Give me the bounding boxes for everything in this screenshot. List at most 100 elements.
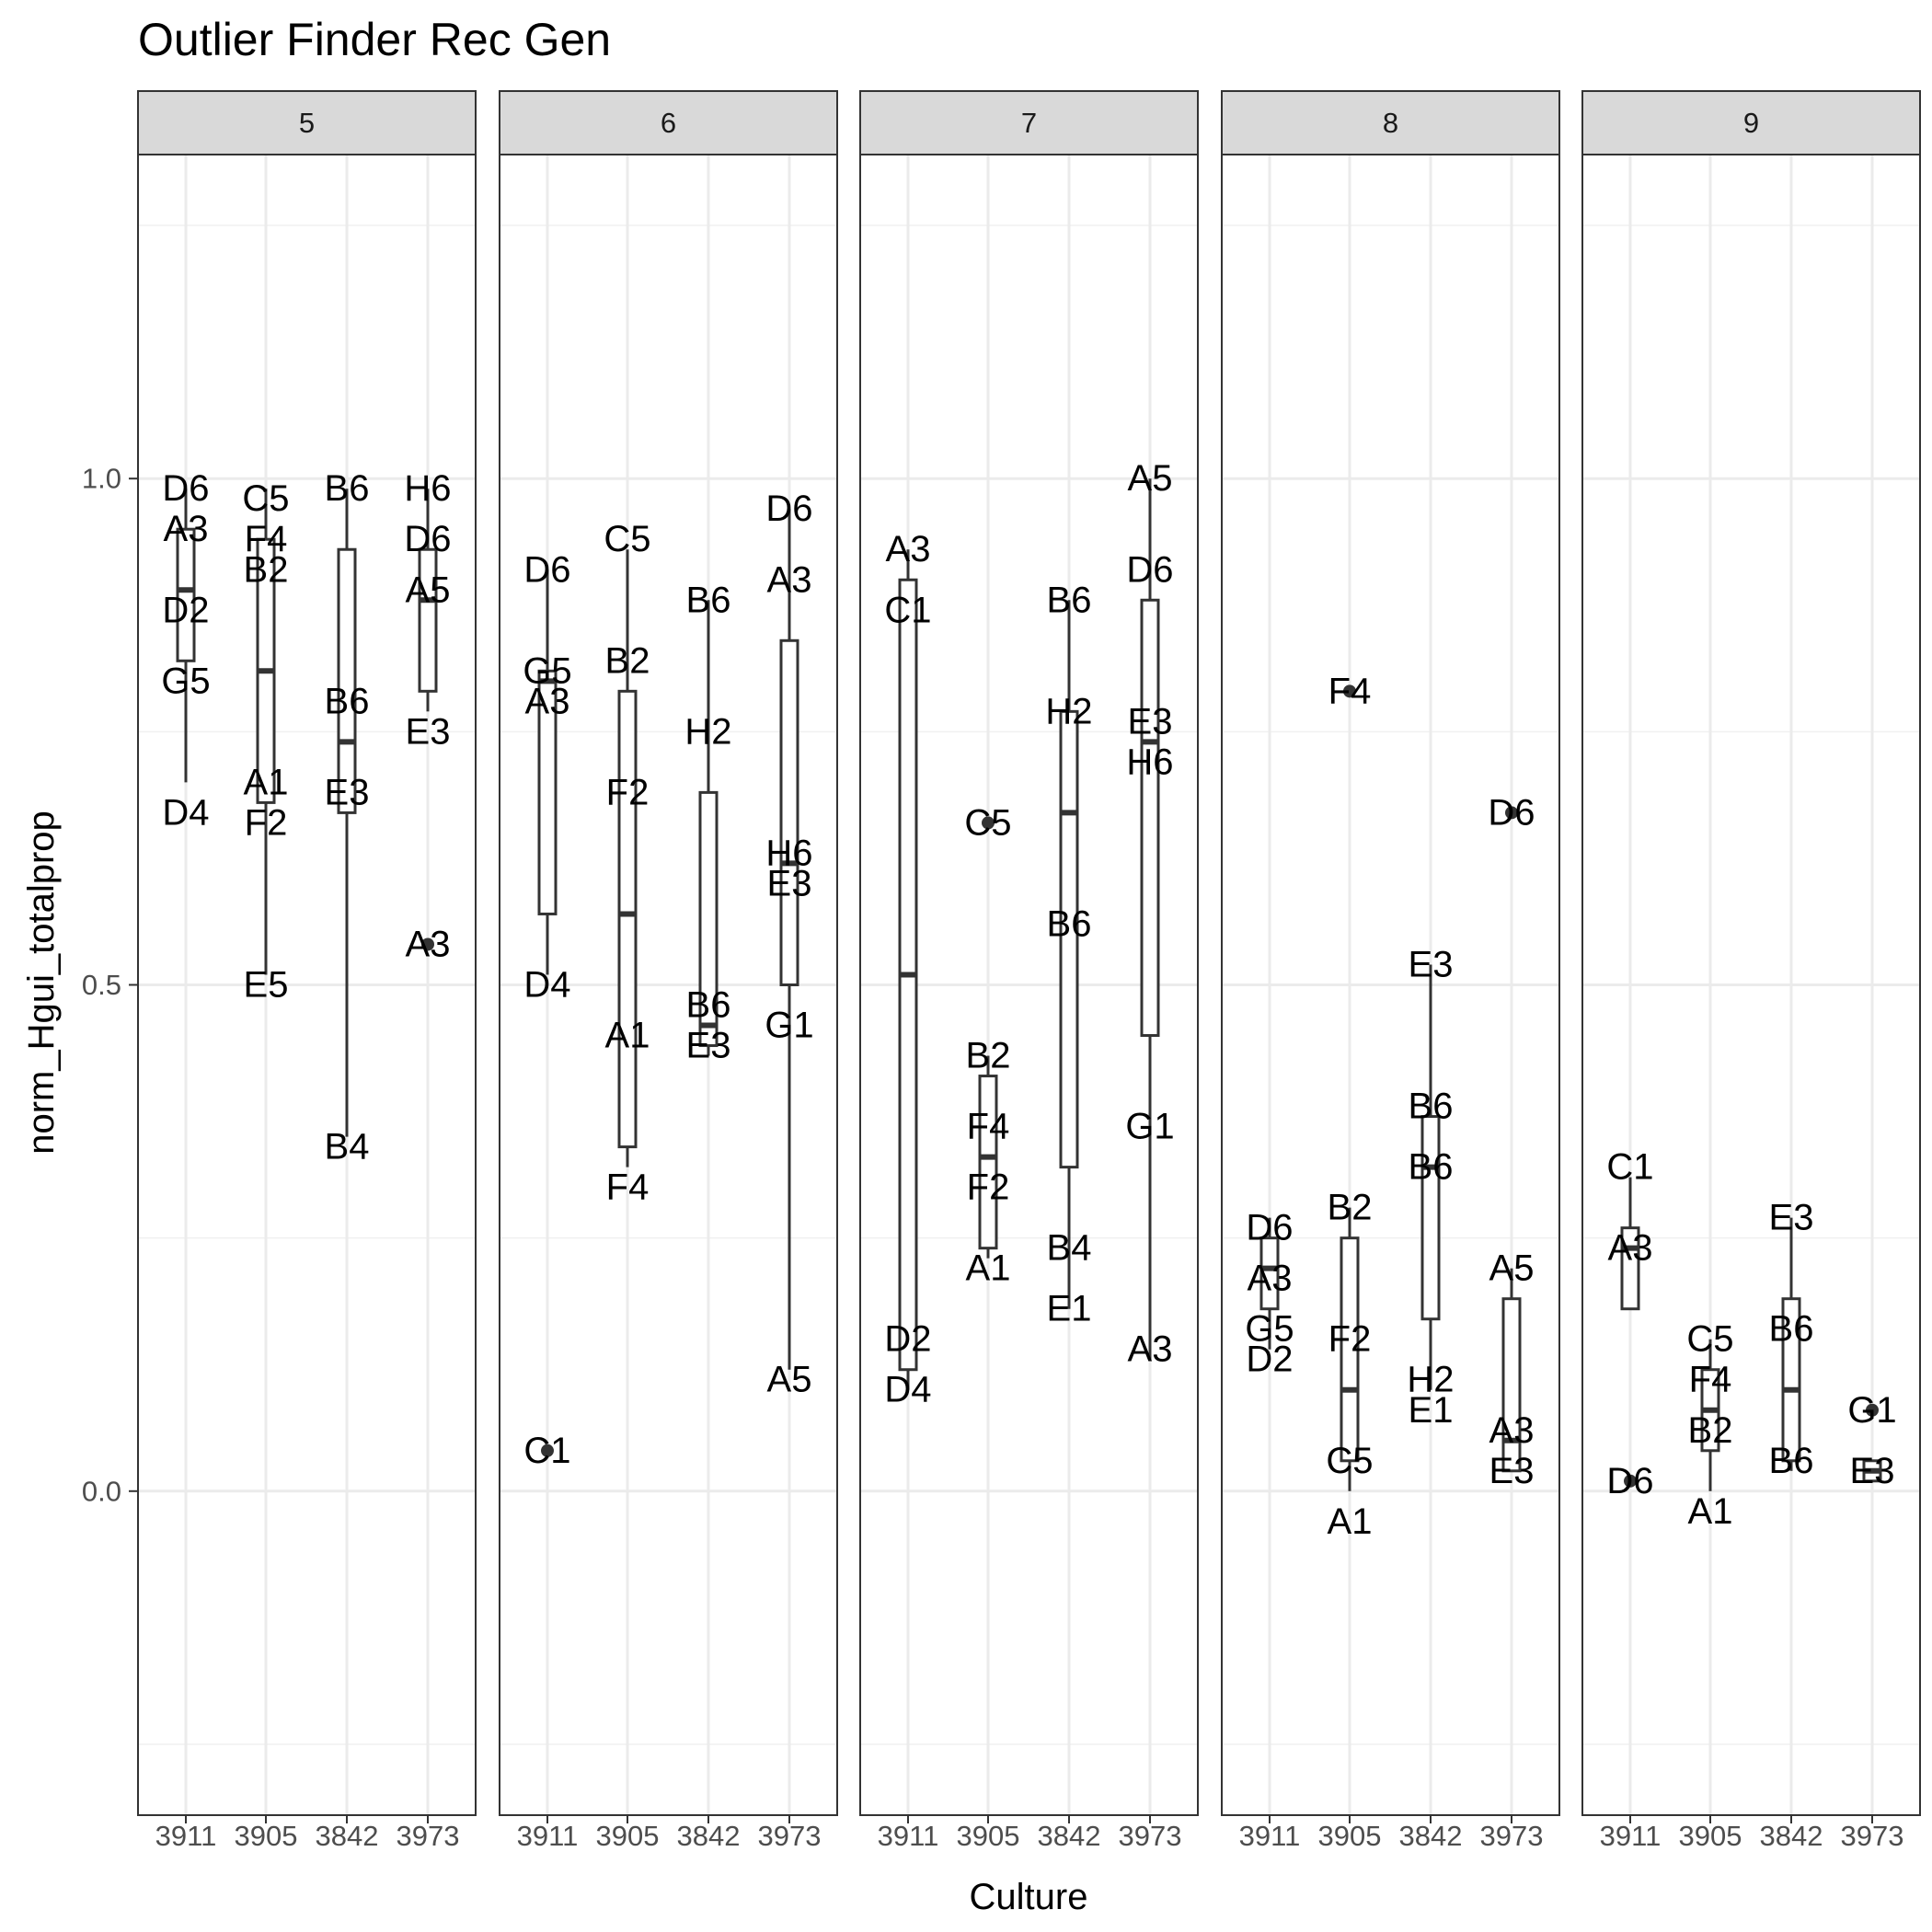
point-label: F2: [967, 1167, 1010, 1208]
point-label: B2: [605, 640, 650, 681]
point-label: D6: [162, 468, 209, 509]
point-label: E3: [406, 711, 451, 752]
x-tick-label: 3905: [1318, 1820, 1382, 1852]
boxplot-6-3842: [698, 600, 719, 1056]
point-label: G1: [765, 1006, 813, 1046]
point-label: H2: [684, 711, 731, 752]
chart-title: Outlier Finder Rec Gen: [138, 14, 611, 65]
boxplot-7-3911: [898, 549, 918, 1390]
x-axis-title: Culture: [970, 1877, 1088, 1917]
point-label: H2: [1407, 1360, 1454, 1400]
point-label: A5: [767, 1360, 812, 1400]
point-label: E3: [1850, 1451, 1895, 1491]
facet-strip: [499, 90, 838, 155]
point-label: C1: [884, 590, 931, 630]
x-tick-label: 3842: [677, 1820, 741, 1852]
point-label: A3: [1608, 1228, 1653, 1269]
point-label: H6: [765, 833, 812, 873]
point-label: A3: [406, 924, 451, 964]
y-tick-label: 0.5: [82, 969, 121, 1001]
point-label: A1: [244, 762, 289, 802]
y-tick-label: 1.0: [82, 463, 121, 495]
box: [1501, 1297, 1522, 1473]
point-label: B6: [1047, 903, 1092, 944]
boxplot-8-3973: [1501, 806, 1522, 1473]
point-label: C5: [242, 478, 289, 519]
point-label: H6: [404, 468, 451, 509]
point-label: A3: [767, 559, 812, 600]
point-label: F2: [606, 772, 650, 812]
point-label: B6: [686, 985, 731, 1026]
point-label: B6: [1769, 1441, 1814, 1481]
x-tick-label: 3842: [316, 1820, 379, 1852]
point-label: F4: [245, 519, 288, 559]
point-label: G1: [1125, 1107, 1174, 1147]
point-label: E1: [1047, 1289, 1092, 1329]
x-tick-label: 3973: [1119, 1820, 1182, 1852]
point-label: D6: [523, 549, 570, 590]
point-label: A3: [886, 529, 931, 569]
point-label: F2: [245, 802, 288, 843]
point-label: B4: [325, 1127, 370, 1167]
box: [1340, 1236, 1360, 1463]
x-tick-label: 3905: [235, 1820, 298, 1852]
point-label: A3: [164, 509, 209, 549]
point-label: E1: [1409, 1390, 1454, 1431]
point-label: D4: [884, 1370, 931, 1410]
box: [779, 638, 799, 986]
point-label: A3: [1489, 1410, 1535, 1451]
x-tick-label: 3973: [397, 1820, 460, 1852]
x-tick-label: 3973: [758, 1820, 822, 1852]
point-label: D6: [1246, 1208, 1293, 1248]
box: [1259, 1236, 1280, 1311]
x-tick-label: 3911: [155, 1820, 217, 1852]
box: [176, 527, 196, 662]
boxplot-5-3911: [176, 489, 196, 783]
facet-strip: [859, 90, 1199, 155]
x-tick-label: 3905: [957, 1820, 1020, 1852]
box: [617, 689, 638, 1149]
boxplot-9-3911: [1620, 1177, 1640, 1488]
boxplot-5-3842: [337, 489, 357, 1137]
facet-strip-label: 6: [661, 107, 676, 139]
outlier-point: [982, 816, 995, 830]
boxplot-7-3842: [1059, 600, 1079, 1309]
boxplot-8-3905: [1340, 684, 1360, 1491]
point-label: A3: [525, 681, 570, 721]
point-label: E3: [325, 772, 370, 812]
y-axis: 0.0 0.5 1.0: [82, 463, 138, 1507]
box: [698, 790, 719, 1048]
facet-panels: D6A3D2G5D4C5F4B2A1F2E5B6B6E3B4H6D6A5E3A3…: [137, 90, 1921, 1852]
point-label: E3: [767, 863, 812, 903]
point-label: H2: [1045, 691, 1092, 731]
facet-strip-label: 9: [1743, 107, 1759, 139]
point-label: G5: [523, 650, 571, 691]
point-label: A1: [1688, 1491, 1733, 1532]
x-tick-label: 3842: [1760, 1820, 1823, 1852]
boxplot-7-3905: [978, 816, 998, 1259]
point-label: D2: [162, 590, 209, 630]
facet-strip: [1221, 90, 1560, 155]
point-label: E5: [244, 965, 289, 1006]
point-label: B6: [325, 681, 370, 721]
point-label: D4: [162, 792, 209, 833]
x-tick-label: 3842: [1399, 1820, 1463, 1852]
point-label: E3: [686, 1026, 731, 1066]
point-label: B6: [1047, 580, 1092, 620]
point-label: B4: [1047, 1228, 1092, 1269]
point-label: B2: [244, 549, 289, 590]
point-label: B6: [1769, 1309, 1814, 1350]
point-label: B6: [686, 580, 731, 620]
boxplot-9-3842: [1781, 1217, 1801, 1471]
point-label: G5: [1245, 1309, 1294, 1350]
facet-strip: [1581, 90, 1921, 155]
x-tick-label: 3905: [1679, 1820, 1742, 1852]
x-tick-label: 3911: [1239, 1820, 1301, 1852]
boxplot-6-3905: [617, 549, 638, 1167]
point-label: D2: [1246, 1340, 1293, 1380]
facet-panel-8: D6A3G5D2F4B2F2C5A1E3B6B6H2E1D6A5A3E38391…: [1221, 90, 1560, 1852]
boxplot-9-3905: [1700, 1339, 1720, 1491]
